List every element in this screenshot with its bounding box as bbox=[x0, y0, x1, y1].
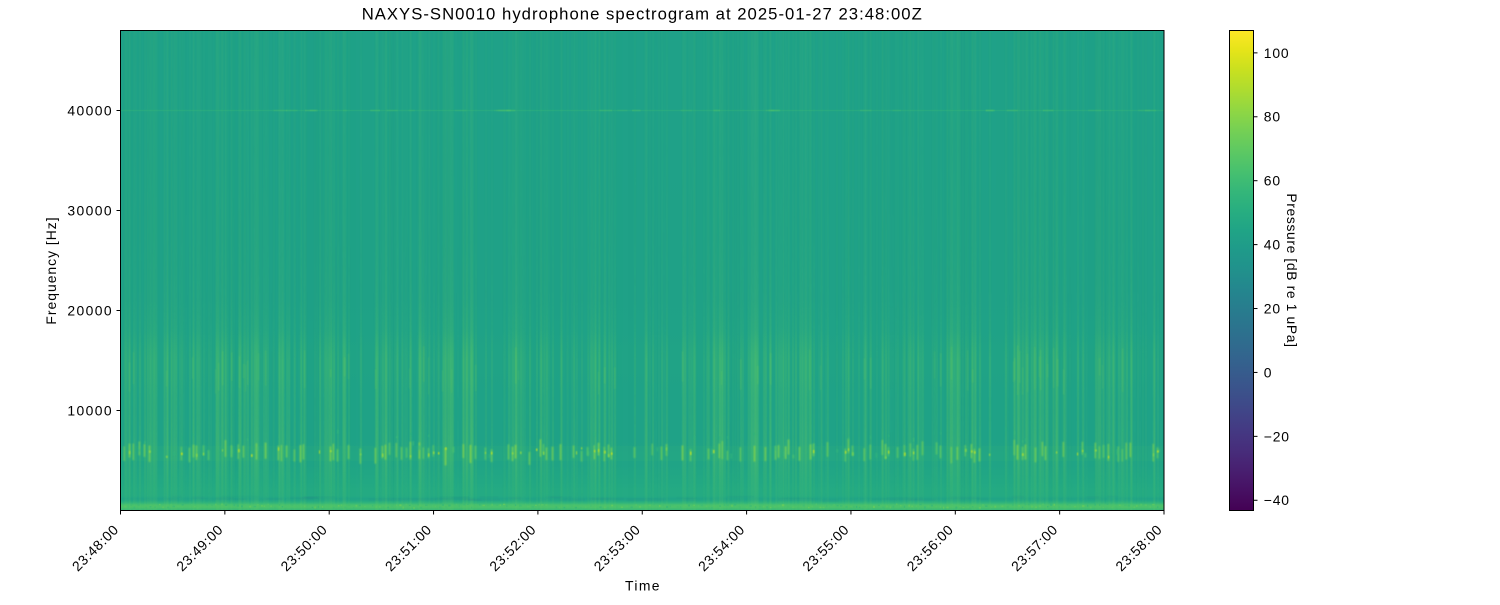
svg-text:20000: 20000 bbox=[67, 302, 113, 318]
svg-text:Frequency [Hz]: Frequency [Hz] bbox=[43, 216, 59, 324]
svg-text:10000: 10000 bbox=[67, 402, 113, 418]
svg-text:20: 20 bbox=[1264, 300, 1281, 316]
svg-text:30000: 30000 bbox=[67, 202, 113, 218]
svg-text:80: 80 bbox=[1264, 109, 1281, 125]
svg-text:Time: Time bbox=[625, 578, 661, 594]
svg-text:0: 0 bbox=[1264, 364, 1273, 380]
svg-text:40000: 40000 bbox=[67, 102, 113, 118]
svg-text:−40: −40 bbox=[1264, 492, 1290, 508]
svg-text:100: 100 bbox=[1264, 45, 1290, 61]
svg-text:−20: −20 bbox=[1264, 428, 1290, 444]
svg-text:60: 60 bbox=[1264, 173, 1281, 189]
svg-text:NAXYS-SN0010 hydrophone spectr: NAXYS-SN0010 hydrophone spectrogram at 2… bbox=[362, 4, 923, 23]
svg-text:40: 40 bbox=[1264, 237, 1281, 253]
svg-text:Pressure [dB re 1 uPa]: Pressure [dB re 1 uPa] bbox=[1284, 193, 1300, 347]
